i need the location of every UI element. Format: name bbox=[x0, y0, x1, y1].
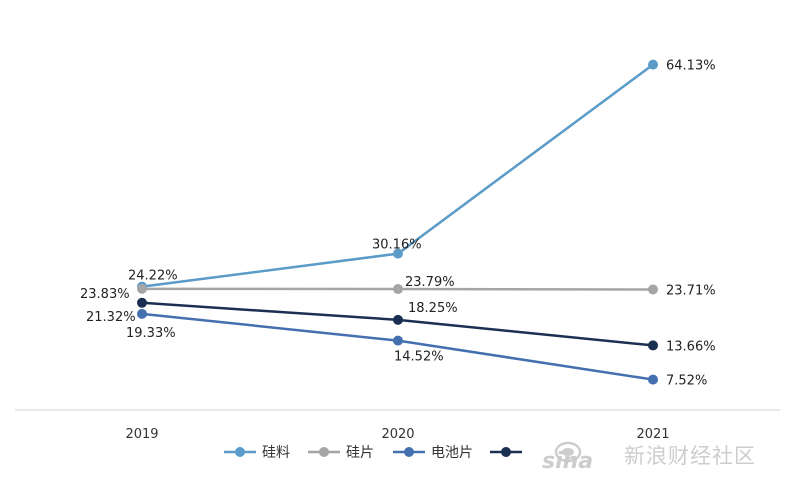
data-label-layer: 24.22% 30.16% 64.13% 23.83% 23.79% 23.71% 19.3… bbox=[80, 59, 716, 389]
x-tick-label-1: 2020 bbox=[381, 427, 414, 442]
data-point-0-2 bbox=[648, 59, 658, 70]
data-point-1-2 bbox=[648, 284, 658, 295]
data-point-3-1 bbox=[393, 314, 403, 325]
x-tick-layer: 2019 2020 2021 bbox=[125, 427, 669, 442]
data-label-1-0: 23.83% bbox=[80, 287, 130, 302]
x-tick-label-2: 2021 bbox=[636, 427, 669, 442]
legend-label-1: 硅片 bbox=[346, 445, 374, 461]
legend-label-2: 电池片 bbox=[431, 445, 473, 461]
data-label-3-2: 13.66% bbox=[666, 339, 716, 354]
x-tick-label-0: 2019 bbox=[125, 427, 158, 442]
data-label-3-1: 18.25% bbox=[408, 301, 458, 316]
data-point-1-0 bbox=[137, 283, 147, 294]
series-layer bbox=[137, 59, 658, 385]
data-label-2-1: 14.52% bbox=[394, 350, 444, 365]
data-point-2-0 bbox=[137, 308, 147, 319]
data-point-2-1 bbox=[393, 335, 403, 346]
data-label-1-2: 23.71% bbox=[666, 284, 716, 299]
legend-marker-1 bbox=[319, 447, 329, 457]
data-label-2-2: 7.52% bbox=[666, 374, 707, 389]
data-point-1-1 bbox=[393, 284, 403, 295]
legend-label-0: 硅料 bbox=[262, 445, 290, 461]
data-label-0-0: 24.22% bbox=[128, 269, 178, 284]
data-label-3-0: 21.32% bbox=[86, 310, 136, 325]
data-point-2-2 bbox=[648, 374, 658, 385]
legend-marker-2 bbox=[404, 447, 414, 457]
legend-marker-3 bbox=[501, 447, 511, 457]
legend: 硅料 硅片 电池片 bbox=[224, 445, 522, 461]
data-label-2-0: 19.33% bbox=[126, 326, 176, 341]
data-label-0-1: 30.16% bbox=[372, 238, 422, 253]
legend-marker-0 bbox=[235, 447, 245, 457]
data-point-0-1 bbox=[393, 248, 403, 259]
data-label-0-2: 64.13% bbox=[666, 59, 716, 74]
data-point-3-0 bbox=[137, 297, 147, 308]
data-point-3-2 bbox=[648, 340, 658, 351]
data-label-1-1: 23.79% bbox=[405, 275, 455, 290]
